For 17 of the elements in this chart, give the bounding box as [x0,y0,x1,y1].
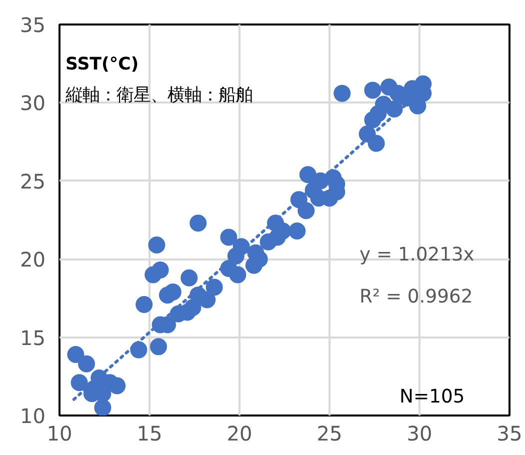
x-tick-label: 35 [496,422,522,446]
x-tick-label: 25 [316,422,342,446]
x-tick-label: 20 [226,422,252,446]
y-tick-label: 10 [20,404,46,428]
y-tick-label: 15 [20,326,46,350]
y-tick-label: 20 [20,248,46,272]
annotation: N=105 [400,386,465,408]
text: SST(°C) [66,54,139,74]
text: 縦軸：衛星、横軸：船舶 [64,84,252,104]
x-tick-label: 10 [46,422,72,446]
x-tick-label: 15 [136,422,162,446]
annotation: y = 1.0213x [360,244,474,266]
y-tick-label: 35 [20,13,46,37]
y-tick-label: 30 [20,91,46,116]
annotation: R² = 0.9962 [360,286,473,308]
y-tick-label: 25 [20,169,46,194]
x-tick-label: 30 [406,422,432,446]
